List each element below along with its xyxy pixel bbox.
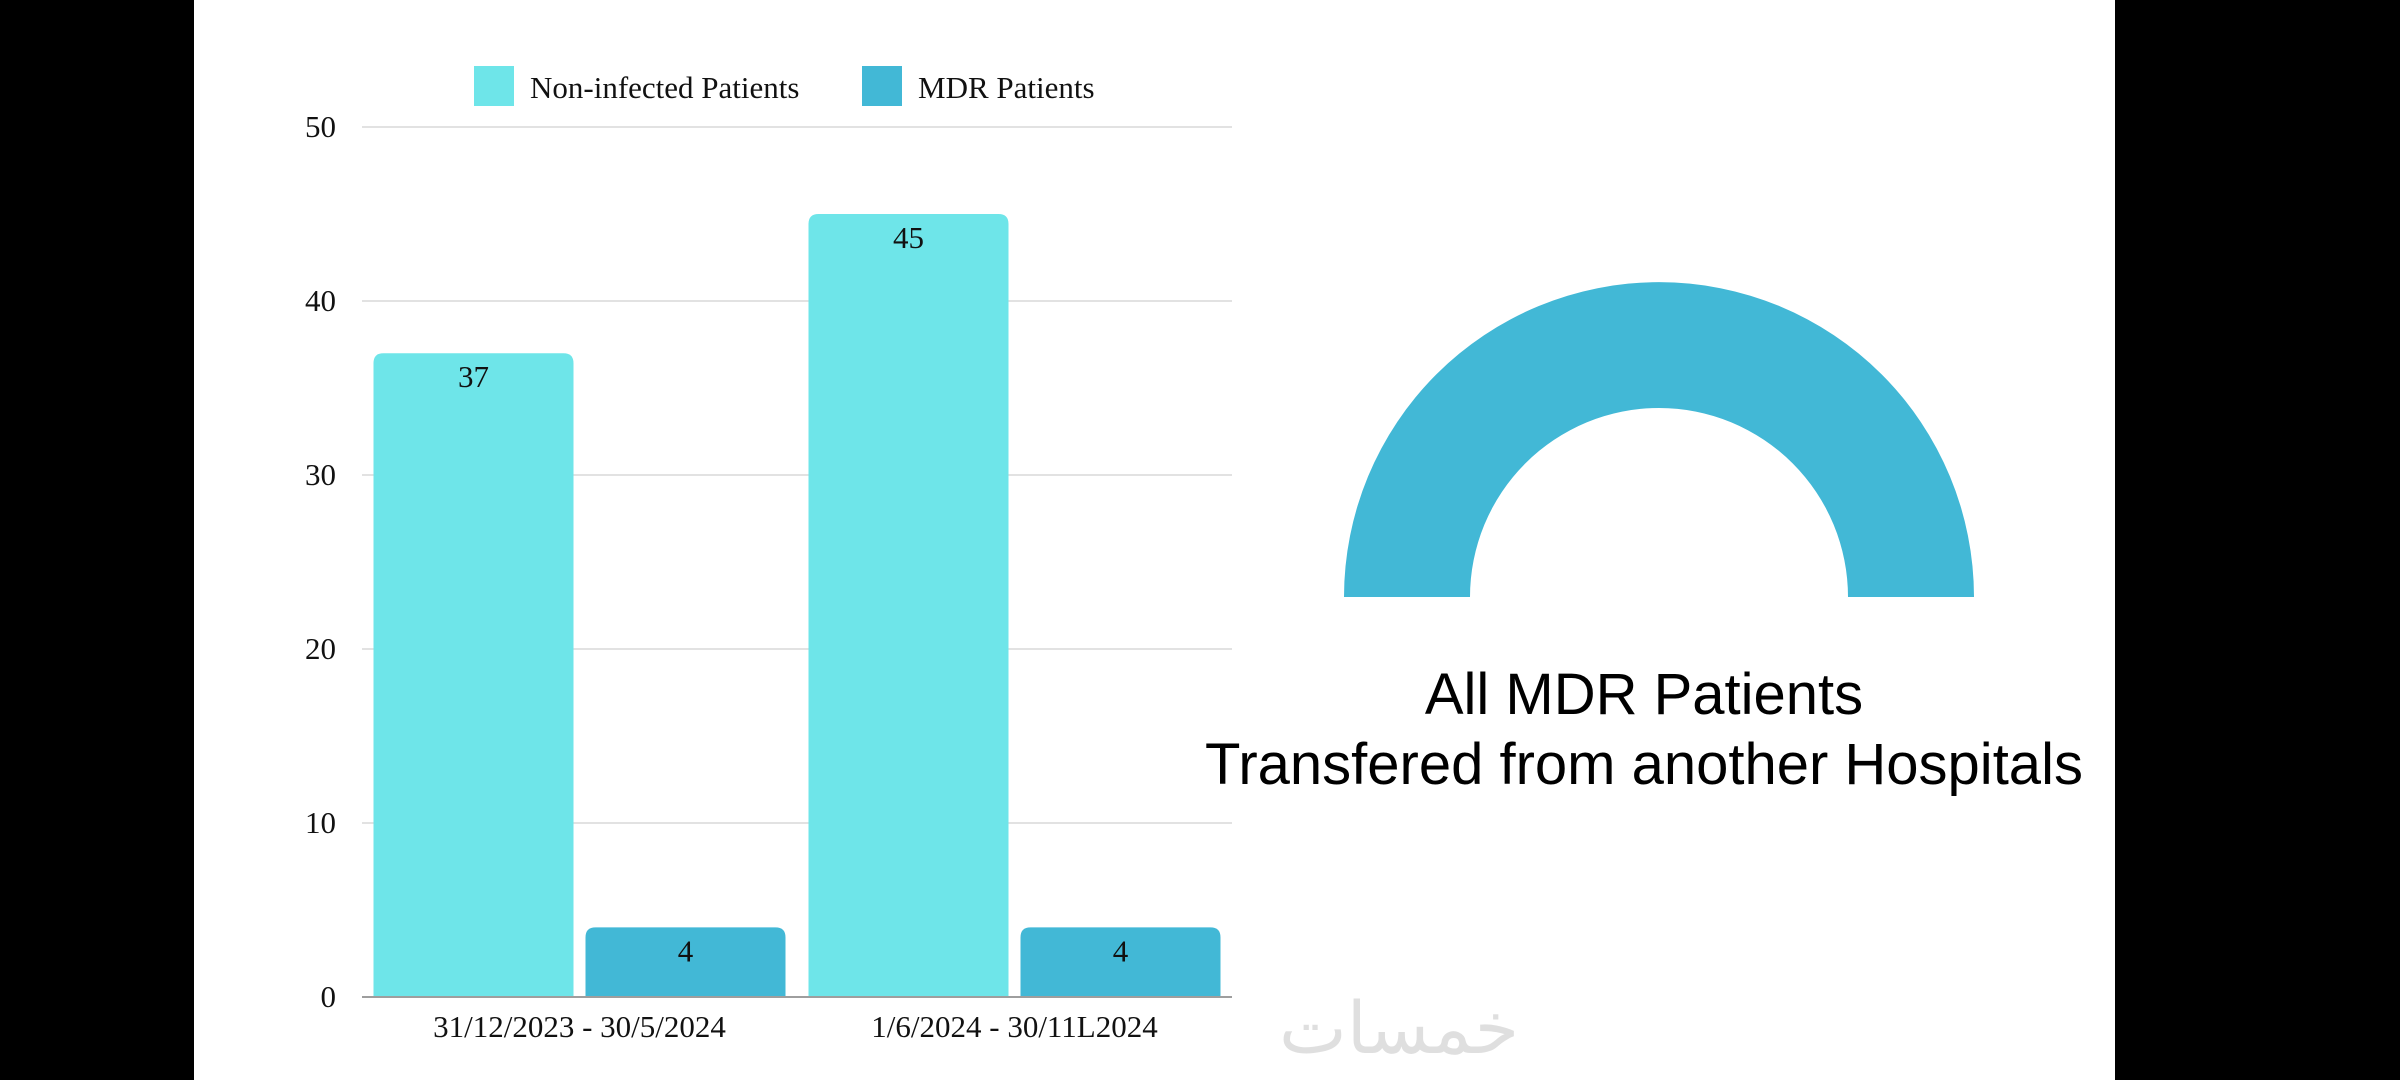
legend-label: Non-infected Patients [530, 70, 799, 105]
y-tick-label: 0 [321, 979, 337, 1014]
data-label: 4 [678, 933, 694, 968]
bar-chart: 0 10 20 30 40 50 37 4 31/12/2023 - 30/5/2024 45 4 1… [305, 66, 1232, 1044]
watermark-logo: خمسات [1279, 986, 1520, 1070]
bar [585, 927, 786, 997]
bar [808, 214, 1009, 997]
data-label: 4 [1113, 933, 1129, 968]
x-tick-label: 31/12/2023 - 30/5/2024 [433, 1009, 726, 1044]
y-tick-label: 40 [305, 283, 336, 318]
caption-line-2: Transfered from another Hospitals [1205, 732, 2083, 797]
y-tick-label: 10 [305, 805, 336, 840]
donut-slice [1344, 282, 1974, 597]
caption-line-1: All MDR Patients [1424, 662, 1864, 727]
y-tick-label: 20 [305, 631, 336, 666]
legend-swatch [474, 66, 514, 106]
data-label: 45 [893, 220, 924, 255]
bar [1020, 927, 1221, 997]
y-tick-label: 30 [305, 457, 336, 492]
bar [373, 353, 574, 997]
x-tick-label: 1/6/2024 - 30/11L2024 [871, 1009, 1158, 1044]
y-tick-label: 50 [305, 109, 336, 144]
half-donut-chart [1344, 282, 1974, 597]
chart-caption: All MDR Patients Transfered from another… [1204, 660, 2084, 800]
legend-label: MDR Patients [918, 70, 1095, 105]
legend-swatch [862, 66, 902, 106]
data-label: 37 [458, 359, 489, 394]
slide: 0 10 20 30 40 50 37 4 31/12/2023 - 30/5/2024 45 4 1… [194, 0, 2115, 1080]
